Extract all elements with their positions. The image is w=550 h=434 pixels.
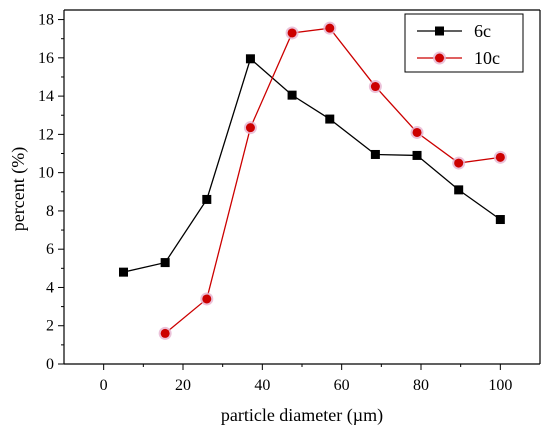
- data-point-10c: [245, 123, 255, 133]
- data-point-6c: [370, 149, 380, 159]
- y-tick-label: 18: [38, 12, 54, 29]
- y-tick-label: 6: [46, 241, 54, 258]
- legend-box: [404, 13, 524, 73]
- y-axis-title: percent (%): [8, 147, 29, 231]
- x-tick-label: 20: [175, 377, 191, 394]
- series-markers: [119, 21, 507, 340]
- series-line-6c: [123, 57, 501, 273]
- series-line-10c: [164, 27, 501, 334]
- data-point-6c: [160, 258, 170, 268]
- x-tick-label: 100: [488, 377, 512, 394]
- ticks: 0 20 40 60 80 100 0 2 4 6 8 10 12 14 16 18: [38, 12, 512, 394]
- y-tick-label: 12: [38, 126, 54, 143]
- y-tick-label: 14: [38, 88, 54, 105]
- x-tick-label: 40: [254, 377, 270, 394]
- data-point-10c: [370, 82, 380, 92]
- data-point-6c: [202, 194, 212, 204]
- legend-label-10c: 10c: [474, 48, 500, 68]
- data-point-6c: [245, 54, 255, 64]
- data-point-10c: [495, 152, 505, 162]
- y-tick-label: 16: [38, 50, 54, 67]
- data-point-6c: [495, 215, 505, 225]
- data-point-10c: [412, 127, 422, 137]
- y-tick-label: 4: [46, 279, 54, 296]
- data-point-6c: [454, 185, 464, 195]
- legend-marker-6c: [435, 26, 444, 36]
- x-tick-label: 60: [334, 377, 350, 394]
- data-point-10c: [160, 328, 170, 338]
- data-point-6c: [119, 267, 128, 277]
- y-tick-label: 8: [46, 203, 54, 220]
- data-point-6c: [287, 90, 297, 100]
- legend-label-6c: 6c: [474, 21, 491, 41]
- y-tick-label: 0: [46, 356, 54, 373]
- x-tick-label: 0: [100, 377, 108, 394]
- legend-marker-10c: [435, 53, 444, 63]
- x-axis-title: particle diameter (µm): [221, 405, 383, 426]
- x-tick-label: 80: [413, 377, 429, 394]
- data-point-10c: [287, 28, 297, 38]
- y-tick-label: 10: [38, 165, 54, 182]
- data-point-10c: [202, 294, 212, 304]
- data-point-6c: [412, 150, 422, 160]
- y-tick-label: 2: [46, 318, 54, 335]
- data-point-10c: [325, 23, 335, 33]
- data-point-6c: [325, 114, 335, 124]
- data-point-10c: [454, 158, 464, 168]
- series-lines: [123, 27, 501, 334]
